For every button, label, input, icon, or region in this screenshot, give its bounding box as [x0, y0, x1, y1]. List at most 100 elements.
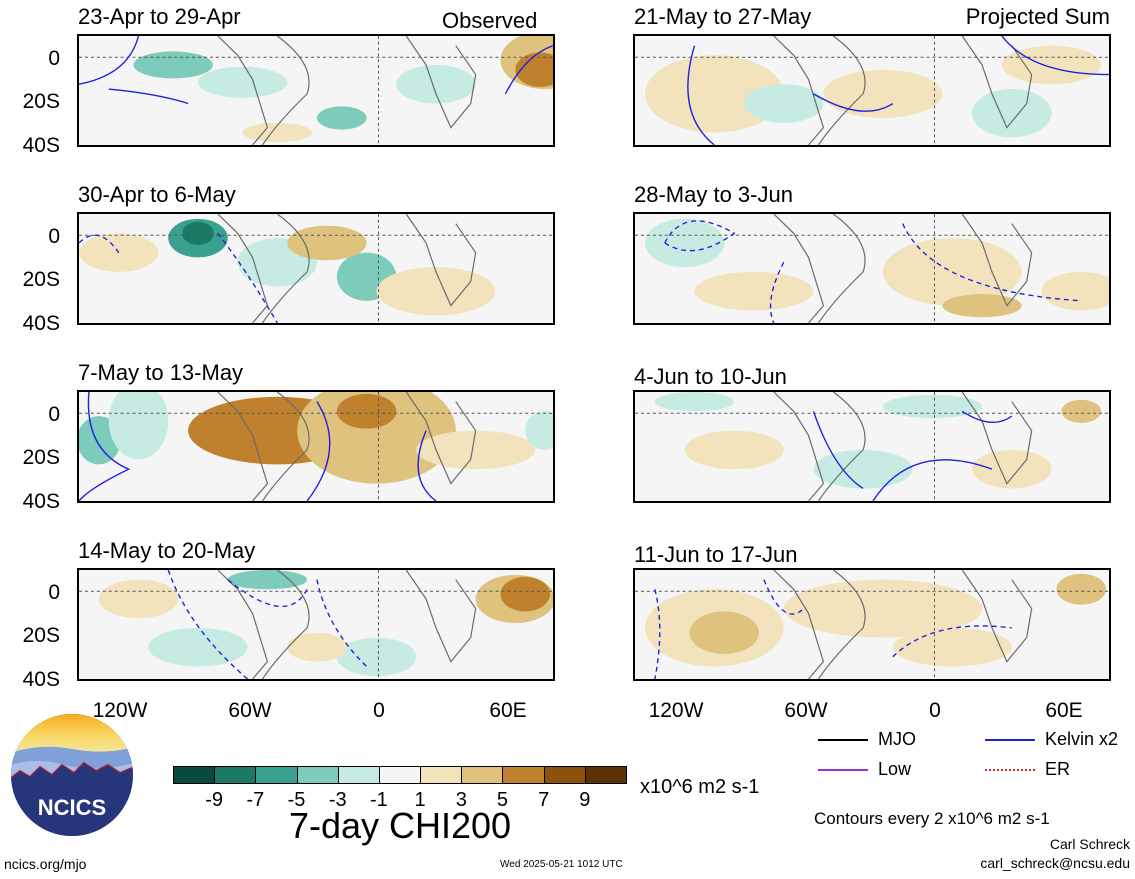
- shading-region: [336, 393, 397, 429]
- shading-region: [882, 394, 983, 419]
- shading-region: [227, 570, 308, 590]
- ncics-logo: NCICS: [10, 713, 134, 837]
- kelvin-contour: [812, 410, 1013, 501]
- legend-low-line: [818, 769, 868, 771]
- chart-title: 7-day CHI200: [288, 805, 512, 846]
- lat-label: 20S: [22, 624, 60, 647]
- map-panel: [77, 212, 555, 325]
- map-panel: [633, 568, 1111, 681]
- map-field: [79, 570, 553, 679]
- panel-title: 7-May to 13-May: [78, 360, 244, 385]
- colorbar-swatch: [584, 766, 627, 784]
- shading-region: [823, 69, 943, 118]
- map-panel: [77, 390, 555, 503]
- shading-region: [525, 411, 553, 450]
- colorbar-tick-label: 1: [414, 789, 426, 811]
- lon-label: 0: [373, 699, 385, 722]
- contour-note: Contours every 2 x10^6 m2 s-1: [814, 809, 1050, 828]
- lat-label: 40S: [22, 134, 60, 157]
- shading-region: [972, 89, 1052, 138]
- colorbar-tick-label: 3: [455, 789, 467, 811]
- timestamp: Wed 2025-05-21 1012 UTC: [500, 859, 623, 870]
- map-field: [635, 570, 1109, 679]
- observed-label: Observed: [442, 8, 538, 33]
- legend-kelvin-label: Kelvin x2: [1045, 729, 1119, 749]
- lat-label: 20S: [22, 446, 60, 469]
- panel-title: 21-May to 27-May: [634, 4, 812, 29]
- colorbar-swatch: [461, 766, 504, 784]
- panel-title: 23-Apr to 29-Apr: [78, 4, 241, 29]
- lon-label: 120W: [92, 699, 148, 722]
- coastline: [773, 36, 1033, 145]
- kelvin-contour: [664, 220, 1082, 323]
- coastline: [217, 36, 477, 145]
- coastline: [217, 392, 477, 501]
- map-panel: [633, 34, 1111, 147]
- kelvin-contour: [79, 392, 437, 501]
- shading-region: [644, 55, 784, 133]
- lat-label: 0: [48, 47, 60, 70]
- shading-region: [197, 66, 288, 98]
- colorbar-swatch: [378, 766, 422, 784]
- panel-title: 30-Apr to 6-May: [78, 182, 236, 207]
- email[interactable]: carl_schreck@ncsu.edu: [980, 855, 1130, 871]
- shading-region: [644, 218, 725, 268]
- panel-title: 28-May to 3-Jun: [634, 182, 793, 207]
- coastline: [773, 570, 1033, 679]
- kelvin-contour: [79, 36, 553, 105]
- legend-mjo-label: MJO: [878, 729, 916, 749]
- map-field: [79, 392, 553, 501]
- colorbar-swatch: [502, 766, 545, 784]
- colorbar-swatch: [214, 766, 257, 784]
- map-field: [79, 214, 553, 323]
- shading-region: [654, 392, 735, 412]
- map-panel: [633, 390, 1111, 503]
- site-link[interactable]: ncics.org/mjo: [4, 856, 87, 872]
- lat-label: 20S: [22, 90, 60, 113]
- lon-label: 120W: [648, 699, 704, 722]
- shading-region: [287, 632, 347, 662]
- shading-region: [744, 84, 824, 123]
- map-field: [635, 214, 1109, 323]
- logo-text: NCICS: [38, 795, 106, 820]
- lon-label: 60W: [228, 699, 272, 722]
- kelvin-contour: [654, 579, 1012, 679]
- shading-region: [133, 51, 213, 79]
- lat-label: 0: [48, 403, 60, 426]
- colorbar-units: x10^6 m2 s-1: [640, 776, 760, 798]
- kelvin-contour: [79, 232, 278, 323]
- coastline: [773, 214, 1033, 323]
- shading-region: [182, 221, 214, 245]
- shading-region: [515, 52, 553, 88]
- shading-region: [297, 392, 456, 484]
- lon-label: 60E: [1045, 699, 1083, 722]
- colorbar-swatch: [337, 766, 380, 784]
- shading-region: [108, 392, 169, 460]
- lat-label: 0: [48, 581, 60, 604]
- colorbar-tick-label: -1: [370, 789, 388, 811]
- shading-region: [416, 430, 536, 470]
- shading-region: [684, 430, 784, 470]
- colorbar-swatch: [255, 766, 298, 784]
- shading-region: [98, 579, 179, 619]
- map-field: [635, 36, 1109, 145]
- shading-region: [689, 611, 759, 654]
- author: Carl Schreck: [1049, 836, 1130, 852]
- legend-low-label: Low: [878, 759, 912, 779]
- lat-label: 20S: [22, 268, 60, 291]
- lon-label: 60E: [489, 699, 527, 722]
- colorbar: [173, 766, 627, 784]
- shading-region: [316, 106, 367, 130]
- map-field: [79, 36, 553, 145]
- lon-label: 60W: [784, 699, 828, 722]
- lon-label: 0: [929, 699, 941, 722]
- lat-label: 40S: [22, 490, 60, 513]
- colorbar-tick-label: -7: [246, 789, 265, 811]
- map-panel: [77, 34, 555, 147]
- kelvin-contour: [687, 36, 1109, 145]
- colorbar-tick-label: 7: [538, 789, 550, 811]
- shading-region: [242, 122, 313, 143]
- shading-region: [500, 576, 551, 612]
- shading-region: [972, 449, 1052, 489]
- shading-region: [1001, 45, 1102, 85]
